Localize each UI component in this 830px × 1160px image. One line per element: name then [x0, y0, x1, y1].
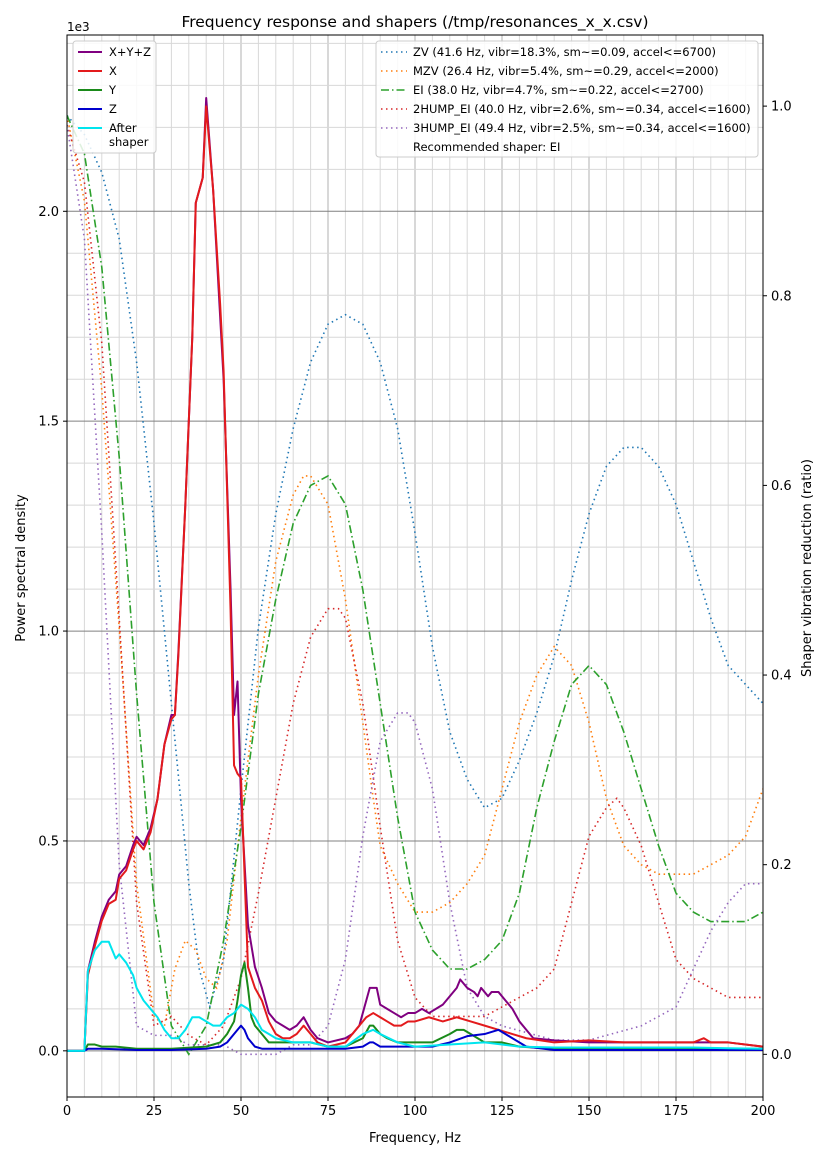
legend-label-mzv: MZV (26.4 Hz, vibr=5.4%, sm~=0.29, accel…	[413, 64, 719, 78]
plot-area	[67, 96, 763, 1056]
legend-label-x-y-z: X+Y+Z	[109, 45, 151, 59]
legend-shapers: ZV (41.6 Hz, vibr=18.3%, sm~=0.09, accel…	[375, 40, 759, 158]
legend-label-2hump-ei: 2HUMP_EI (40.0 Hz, vibr=2.6%, sm~=0.34, …	[413, 102, 751, 116]
y2-axis-label: Shaper vibration reduction (ratio)	[800, 459, 815, 677]
y-tick-label: 1.5	[38, 415, 59, 430]
x-axis-label: Frequency, Hz	[369, 1131, 461, 1146]
psd-line-x	[67, 105, 763, 1052]
legend-label-after-shaper: After	[109, 121, 137, 135]
y-tick-label: 1.0	[38, 625, 59, 640]
series-group	[67, 96, 763, 1056]
y-tick-label: 0.5	[38, 834, 59, 849]
y2-tick-label: 1.0	[771, 100, 792, 115]
legend-left-box	[72, 40, 157, 154]
x-tick-label: 75	[320, 1104, 337, 1119]
legend-label-3hump-ei: 3HUMP_EI (49.4 Hz, vibr=2.5%, sm~=0.34, …	[413, 121, 751, 135]
y2-tick-label: 0.0	[771, 1048, 792, 1063]
x-tick-label: 200	[751, 1104, 776, 1119]
axis-ticks: 0 25 50 75 100 125 150 175 200 0.0 0.5 1.0 1.5 2.0 0.0…	[38, 100, 791, 1119]
y-tick-label: 2.0	[38, 205, 59, 220]
legend-label-ei: EI (38.0 Hz, vibr=4.7%, sm~=0.22, accel<…	[413, 83, 704, 97]
y-tick-label: 0.0	[38, 1044, 59, 1059]
y-axis-offset-label: 1e3	[67, 20, 90, 34]
x-tick-label: 0	[63, 1104, 71, 1119]
grid-lines	[66, 35, 764, 1097]
y2-tick-label: 0.6	[771, 479, 792, 494]
shaper-line-ei	[67, 115, 763, 1056]
legend-label-y: Y	[108, 83, 117, 97]
x-tick-label: 50	[233, 1104, 250, 1119]
legend-right-box	[375, 40, 759, 158]
chart-title: Frequency response and shapers (/tmp/res…	[181, 13, 648, 32]
x-tick-label: 150	[577, 1104, 602, 1119]
x-tick-label: 25	[146, 1104, 163, 1119]
y2-tick-label: 0.4	[771, 669, 792, 684]
psd-line-z	[67, 1024, 763, 1052]
y2-tick-label: 0.8	[771, 289, 792, 304]
legend-recommended-shaper: Recommended shaper: EI	[413, 140, 560, 154]
legend-label-x: X	[109, 64, 117, 78]
x-tick-label: 175	[664, 1104, 689, 1119]
legend-label-zv: ZV (41.6 Hz, vibr=18.3%, sm~=0.09, accel…	[413, 45, 716, 59]
legend-label-z: Z	[109, 102, 117, 116]
x-tick-label: 125	[490, 1104, 515, 1119]
legend-label-after-shaper: shaper	[109, 135, 149, 149]
psd-line-after-shaper	[67, 940, 763, 1052]
y-axis-label: Power spectral density	[14, 494, 29, 642]
y2-tick-label: 0.2	[771, 858, 792, 873]
x-tick-label: 100	[403, 1104, 428, 1119]
